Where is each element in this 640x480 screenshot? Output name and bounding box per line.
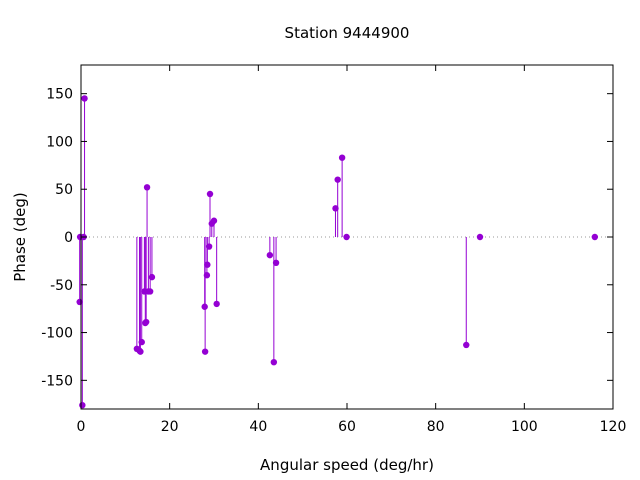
data-point bbox=[201, 348, 209, 355]
data-point bbox=[143, 184, 151, 191]
data-point bbox=[272, 259, 280, 266]
x-axis-title: Angular speed (deg/hr) bbox=[260, 456, 434, 474]
data-point bbox=[138, 338, 145, 346]
x-tick-label: 80 bbox=[427, 419, 445, 435]
data-point bbox=[146, 288, 154, 295]
x-tick-label: 60 bbox=[338, 419, 356, 435]
data-point bbox=[142, 318, 150, 326]
data-point bbox=[266, 251, 274, 259]
data-point bbox=[76, 298, 83, 306]
data-point bbox=[591, 233, 599, 241]
data-point bbox=[213, 300, 220, 308]
data-point bbox=[201, 303, 208, 310]
data-point bbox=[137, 348, 144, 355]
data-point bbox=[203, 272, 211, 279]
data-point bbox=[206, 190, 214, 198]
y-tick-label: -150 bbox=[41, 373, 73, 389]
data-point bbox=[79, 401, 86, 409]
x-tick-label: 0 bbox=[77, 419, 86, 435]
data-point bbox=[334, 176, 341, 183]
y-tick-label: -50 bbox=[50, 278, 73, 294]
data-point bbox=[210, 217, 218, 224]
y-tick-label: 0 bbox=[64, 230, 73, 246]
y-tick-label: -100 bbox=[41, 326, 73, 342]
y-tick-label: 150 bbox=[46, 87, 73, 103]
data-point bbox=[343, 233, 350, 241]
data-point bbox=[463, 341, 470, 349]
y-tick-label: 100 bbox=[46, 134, 73, 150]
x-tick-label: 20 bbox=[161, 419, 179, 435]
chart-title: Station 9444900 bbox=[285, 24, 410, 42]
data-point bbox=[338, 154, 346, 161]
x-tick-label: 40 bbox=[249, 419, 267, 435]
y-tick-label: 50 bbox=[55, 182, 73, 198]
data-point bbox=[148, 273, 156, 281]
data-point bbox=[270, 358, 278, 366]
data-point bbox=[332, 205, 339, 212]
y-axis-title: Phase (deg) bbox=[11, 192, 29, 282]
data-point bbox=[205, 243, 213, 250]
x-tick-label: 100 bbox=[511, 419, 538, 435]
data-point bbox=[476, 233, 484, 241]
x-tick-label: 120 bbox=[600, 419, 627, 435]
data-point bbox=[204, 261, 211, 268]
data-point bbox=[81, 95, 88, 102]
